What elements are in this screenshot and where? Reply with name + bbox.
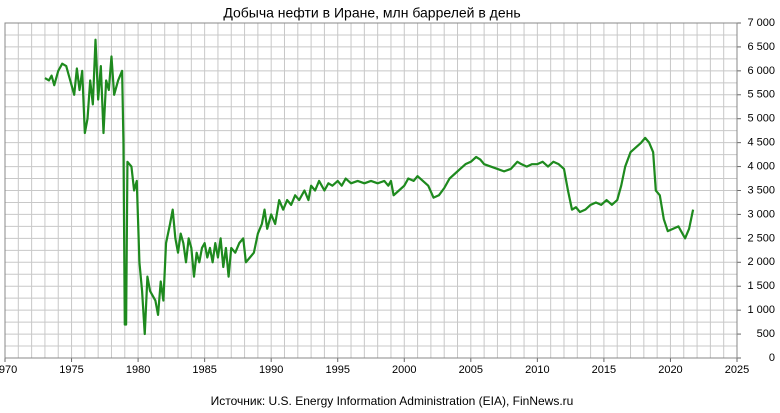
y-tick-label: 5 000 (747, 113, 775, 125)
x-tick-label: 1970 (0, 364, 17, 376)
y-tick-label: 4 500 (747, 137, 775, 149)
y-tick-label: 2 000 (747, 256, 775, 268)
x-tick-label: 2000 (392, 364, 416, 376)
x-tick-label: 1980 (126, 364, 150, 376)
x-tick-label: 2005 (459, 364, 483, 376)
y-tick-label: 0 (769, 352, 775, 364)
x-tick-label: 1975 (59, 364, 83, 376)
y-tick-label: 2 500 (747, 232, 775, 244)
x-tick-label: 2025 (725, 364, 749, 376)
y-tick-label: 3 500 (747, 184, 775, 196)
x-tick-label: 1985 (192, 364, 216, 376)
x-tick-label: 2020 (658, 364, 682, 376)
source-note: Источник: U.S. Energy Information Admini… (211, 394, 574, 408)
y-tick-label: 5 500 (747, 89, 775, 101)
y-tick-label: 500 (757, 328, 775, 340)
x-tick-label: 1990 (259, 364, 283, 376)
x-tick-label: 2010 (525, 364, 549, 376)
y-tick-label: 7 000 (747, 17, 775, 29)
y-tick-label: 3 000 (747, 208, 775, 220)
y-tick-label: 1 500 (747, 280, 775, 292)
plot-frame (4, 22, 738, 359)
x-tick-label: 1995 (325, 364, 349, 376)
y-tick-label: 1 000 (747, 304, 775, 316)
data-line (44, 38, 695, 336)
y-tick-label: 6 000 (747, 65, 775, 77)
y-tick-label: 4 000 (747, 160, 775, 172)
x-tick-label: 2015 (592, 364, 616, 376)
y-tick-label: 6 500 (747, 41, 775, 53)
chart-title: Добыча нефти в Иране, млн баррелей в ден… (223, 5, 520, 21)
